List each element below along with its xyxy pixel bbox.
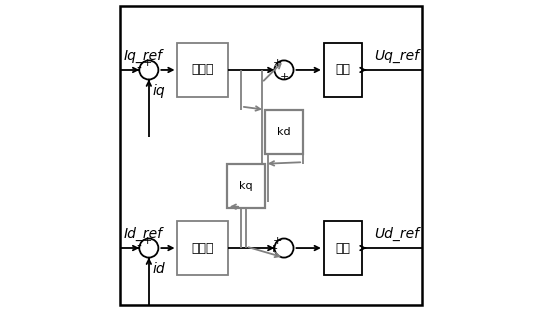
Text: id: id [152, 262, 165, 276]
Text: Id_ref: Id_ref [124, 227, 163, 241]
Text: +: + [143, 236, 152, 246]
Text: 限幅: 限幅 [335, 242, 350, 254]
Text: -: - [137, 239, 142, 253]
Text: iq: iq [152, 84, 165, 98]
Text: Uq_ref: Uq_ref [374, 49, 419, 63]
Bar [227, 164, 265, 208]
Text: 调节器: 调节器 [192, 242, 214, 254]
Text: kq: kq [239, 181, 253, 191]
Text: -: - [137, 61, 142, 75]
Text: 调节器: 调节器 [192, 64, 214, 76]
Text: Iq_ref: Iq_ref [124, 49, 163, 63]
Text: +: + [272, 58, 282, 68]
Text: 限幅: 限幅 [335, 64, 350, 76]
Text: Ud_ref: Ud_ref [374, 227, 419, 241]
Bar [265, 110, 303, 154]
Text: kd: kd [277, 127, 291, 137]
Text: +: + [143, 58, 152, 68]
Bar [324, 221, 362, 275]
Bar [177, 43, 228, 97]
Text: +: + [280, 72, 289, 82]
Bar [324, 43, 362, 97]
Text: +: + [272, 236, 282, 246]
Text: +: + [269, 244, 278, 254]
Bar [177, 221, 228, 275]
